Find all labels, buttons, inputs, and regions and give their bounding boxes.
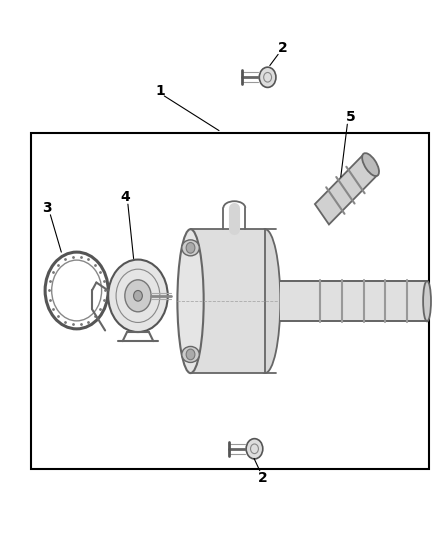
Ellipse shape (182, 346, 199, 362)
Circle shape (186, 349, 195, 360)
Text: 3: 3 (42, 201, 52, 215)
Ellipse shape (362, 153, 379, 176)
Text: 2: 2 (278, 41, 287, 55)
Polygon shape (315, 155, 378, 224)
Ellipse shape (177, 229, 204, 373)
Circle shape (246, 439, 263, 459)
Circle shape (186, 243, 195, 253)
Text: 1: 1 (155, 84, 165, 98)
Polygon shape (191, 229, 265, 373)
Text: 4: 4 (120, 190, 130, 204)
Text: 2: 2 (258, 471, 268, 485)
Ellipse shape (182, 240, 199, 256)
Circle shape (134, 290, 142, 301)
Circle shape (259, 67, 276, 87)
Bar (280, 281, 427, 321)
Ellipse shape (250, 229, 280, 373)
Ellipse shape (423, 281, 431, 321)
Circle shape (108, 260, 168, 332)
Text: 5: 5 (346, 110, 355, 124)
Circle shape (125, 280, 151, 312)
Bar (31, 133, 429, 469)
